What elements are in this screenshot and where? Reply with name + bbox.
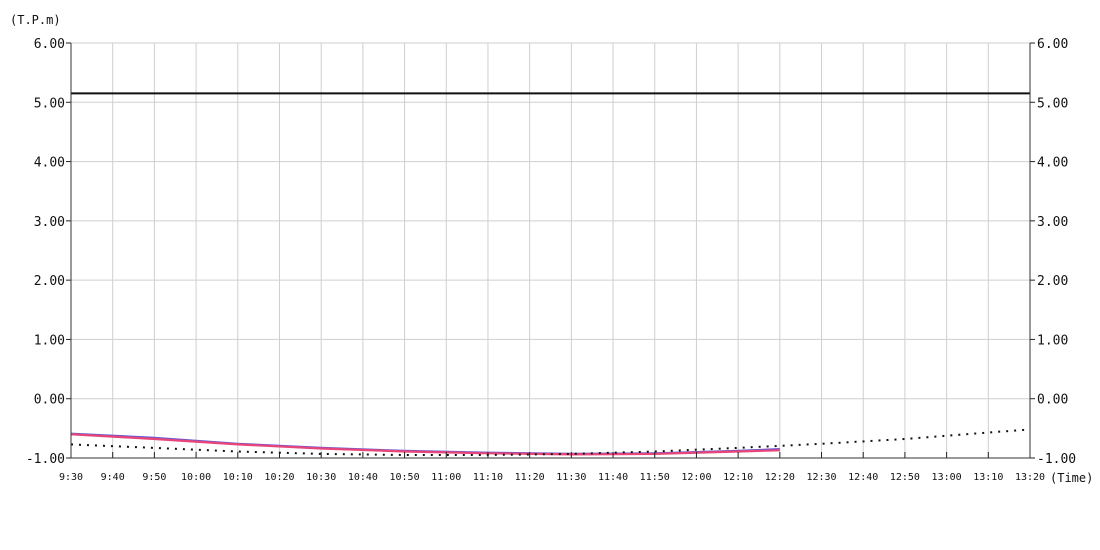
y-tick-label-right: 0.00 (1037, 393, 1068, 408)
axes: 9:30 9:40 9:50 10:00 10:10 10:20 10:30 10:40 10:… (26, 37, 1076, 483)
y-axis-label: (T.P.m) (10, 13, 61, 27)
x-tick-label: 11:30 (556, 472, 586, 483)
y-tick-label-left: 0.00 (34, 393, 65, 408)
x-tick-label: 11:20 (515, 472, 545, 483)
x-tick-label: 10:00 (181, 472, 211, 483)
x-tick-label: 12:20 (765, 472, 795, 483)
y-tick-label-right: 6.00 (1037, 37, 1068, 52)
y-tick-label-left: 2.00 (34, 274, 65, 289)
x-tick-label: 10:20 (264, 472, 294, 483)
x-tick-label: 12:30 (806, 472, 836, 483)
y-tick-label-left: 6.00 (34, 37, 65, 52)
x-tick-label: 10:40 (348, 472, 378, 483)
grid (70, 42, 1031, 459)
series-group (70, 428, 1031, 456)
x-tick-label: 11:50 (640, 472, 670, 483)
y-tick-label-left: 5.00 (34, 96, 65, 111)
x-tick-label: 13:20 (1015, 472, 1045, 483)
x-tick-label: 10:10 (223, 472, 253, 483)
y-tick-label-left: 4.00 (34, 156, 65, 171)
x-tick-label: 11:00 (431, 472, 461, 483)
y-tick-label-left: 1.00 (34, 333, 65, 348)
observed-series-line-1 (70, 433, 780, 456)
y-tick-label-right: 4.00 (1037, 156, 1068, 171)
x-tick-label: 9:30 (59, 472, 83, 483)
y-tick-label-right: 1.00 (1037, 333, 1068, 348)
x-tick-label: 13:10 (973, 472, 1003, 483)
x-tick-label: 12:10 (723, 472, 753, 483)
x-tick-label: 10:50 (390, 472, 420, 483)
x-tick-label: 12:00 (681, 472, 711, 483)
x-tick-label: 10:30 (306, 472, 336, 483)
x-tick-label: 9:50 (142, 472, 166, 483)
x-tick-label: 12:50 (890, 472, 920, 483)
x-tick-label: 12:40 (848, 472, 878, 483)
y-tick-label-right: 3.00 (1037, 215, 1068, 230)
x-tick-label: 13:00 (932, 472, 962, 483)
y-tick-label-left: 3.00 (34, 215, 65, 230)
y-tick-label-left: -1.00 (26, 452, 65, 467)
x-tick-label: 11:40 (598, 472, 628, 483)
y-tick-label-right: 5.00 (1037, 96, 1068, 111)
x-tick-label: 9:40 (101, 472, 125, 483)
x-axis-label: (Time) (1050, 471, 1093, 485)
x-tick-label: 11:10 (473, 472, 503, 483)
y-tick-label-right: 2.00 (1037, 274, 1068, 289)
y-tick-label-right: -1.00 (1037, 452, 1076, 467)
